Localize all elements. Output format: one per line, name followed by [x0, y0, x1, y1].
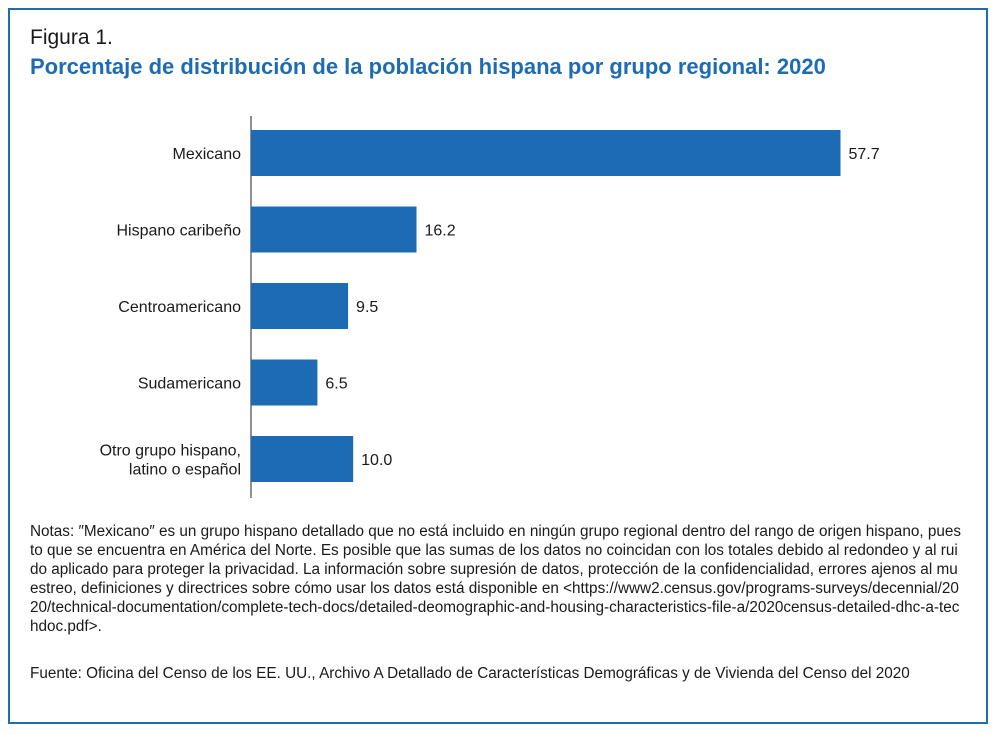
- chart-notes: Notas: ″Mexicano″ es un grupo hispano de…: [30, 522, 965, 636]
- source-text: Fuente: Oficina del Censo de los EE. UU.…: [30, 665, 910, 682]
- bar: [251, 283, 349, 329]
- category-label: Hispano caribeño: [116, 223, 241, 240]
- category-label: Otro grupo hispano, latino o español: [100, 443, 241, 479]
- value-label: 6.5: [325, 376, 347, 393]
- notes-text: Notas: ″Mexicano″ es un grupo hispano de…: [30, 523, 962, 635]
- chart-source: Fuente: Oficina del Censo de los EE. UU.…: [30, 664, 965, 683]
- value-label: 57.7: [849, 146, 880, 163]
- chart-title: Porcentaje de distribución de la poblaci…: [30, 54, 826, 79]
- category-label-line: Centroamericano: [118, 299, 241, 316]
- category-label-line: Sudamericano: [138, 376, 241, 393]
- bar: [251, 359, 318, 406]
- category-label: Centroamericano: [118, 299, 241, 316]
- category-label: Mexicano: [173, 146, 242, 163]
- bar: [251, 130, 841, 176]
- value-label: 9.5: [356, 299, 378, 316]
- category-label: Sudamericano: [138, 376, 241, 393]
- figure-frame: [8, 8, 988, 724]
- category-label-line: Hispano caribeño: [116, 223, 241, 240]
- category-label-line: Mexicano: [173, 146, 242, 163]
- category-label-line: latino o español: [129, 462, 241, 479]
- bars-group: 57.7 Mexicano 16.2 Hispano caribeño 9.5 Centr…: [100, 130, 880, 482]
- bar: [251, 436, 354, 482]
- category-label-line: Otro grupo hispano,: [100, 443, 241, 460]
- bar: [251, 206, 417, 253]
- value-label: 16.2: [425, 223, 456, 240]
- value-label: 10.0: [361, 452, 392, 469]
- figure-label: Figura 1.: [30, 26, 113, 49]
- bar-chart: 57.7 Mexicano 16.2 Hispano caribeño 9.5 Centr…: [100, 116, 880, 498]
